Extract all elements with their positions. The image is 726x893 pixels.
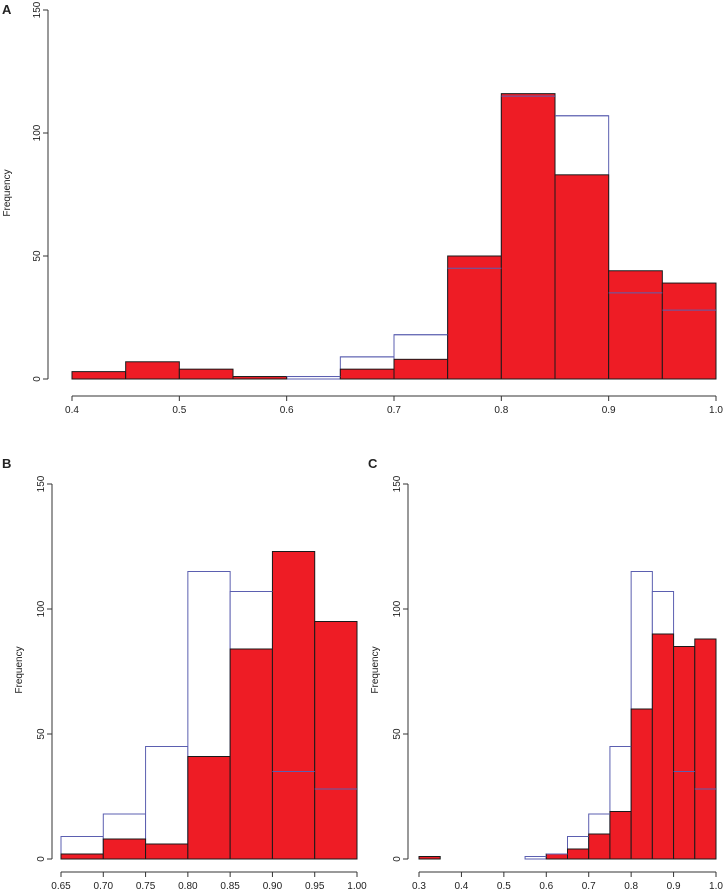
red-bar bbox=[447, 255, 502, 380]
x-tick-label: 0.3 bbox=[412, 881, 426, 892]
y-tick-label: 100 bbox=[36, 600, 47, 617]
y-tick-label: 50 bbox=[392, 728, 403, 740]
red-bar bbox=[229, 648, 273, 860]
y-tick-label: 50 bbox=[36, 728, 47, 740]
x-tick-label: 0.7 bbox=[387, 405, 401, 416]
x-tick-label: 0.5 bbox=[172, 405, 186, 416]
x-tick-label: 0.9 bbox=[602, 405, 616, 416]
red-bar bbox=[673, 646, 696, 860]
x-tick-label: 0.6 bbox=[539, 881, 553, 892]
red-bar bbox=[232, 376, 288, 380]
red-bar bbox=[145, 843, 189, 860]
red-bar bbox=[187, 756, 231, 860]
y-axis-label: Frequency bbox=[370, 646, 381, 693]
panel-b: B Frequency 0 50 100 150 0.65 0.70 0.75 0.80 0.8… bbox=[2, 456, 367, 892]
x-tick-label: 0.75 bbox=[136, 881, 156, 892]
red-bar bbox=[314, 621, 358, 860]
x-tick-label: 0.4 bbox=[65, 405, 79, 416]
red-bar bbox=[545, 853, 568, 860]
y-tick-label: 50 bbox=[32, 250, 43, 262]
x-tick-label: 0.7 bbox=[582, 881, 596, 892]
red-bar bbox=[393, 358, 449, 380]
x-tick-label: 0.85 bbox=[220, 881, 240, 892]
y-tick-label: 0 bbox=[32, 376, 43, 382]
x-tick-label: 0.6 bbox=[280, 405, 294, 416]
y-tick-label: 0 bbox=[392, 856, 403, 862]
y-tick-label: 0 bbox=[36, 856, 47, 862]
y-tick-label: 100 bbox=[392, 600, 403, 617]
x-tick-label: 1.00 bbox=[347, 881, 367, 892]
panel-a: A Frequency 0 50 100 150 0.4 0.5 0.6 0.7 0.8 0.9 1… bbox=[2, 1, 723, 416]
red-bar bbox=[125, 361, 180, 380]
red-bar bbox=[339, 368, 395, 380]
y-tick-label: 100 bbox=[32, 124, 43, 141]
x-tick-label: 0.80 bbox=[178, 881, 198, 892]
red-bar bbox=[630, 708, 653, 860]
panel-label: B bbox=[2, 456, 11, 471]
outline-bar bbox=[145, 746, 189, 860]
x-tick-label: 0.70 bbox=[94, 881, 114, 892]
red-bar bbox=[60, 853, 104, 860]
panel-label: A bbox=[2, 2, 12, 17]
x-tick-label: 0.5 bbox=[497, 881, 511, 892]
y-tick-label: 150 bbox=[392, 475, 403, 492]
red-bar bbox=[609, 811, 632, 860]
red-bar bbox=[694, 638, 717, 860]
red-bar bbox=[554, 174, 610, 380]
red-bar bbox=[178, 368, 234, 380]
red-bar bbox=[500, 93, 556, 380]
y-axis-label: Frequency bbox=[14, 646, 25, 693]
red-bar bbox=[588, 833, 611, 860]
red-bar bbox=[651, 633, 675, 860]
red-bar bbox=[71, 371, 127, 380]
red-bar bbox=[661, 282, 717, 380]
x-tick-label: 0.4 bbox=[454, 881, 468, 892]
red-bar bbox=[418, 856, 441, 860]
y-tick-label: 150 bbox=[36, 475, 47, 492]
x-tick-label: 0.65 bbox=[51, 881, 71, 892]
x-tick-label: 1.0 bbox=[709, 881, 723, 892]
x-tick-label: 0.90 bbox=[263, 881, 283, 892]
red-bar bbox=[271, 551, 316, 860]
y-axis-label: Frequency bbox=[2, 169, 13, 216]
red-bar bbox=[567, 848, 590, 860]
panel-label: C bbox=[368, 456, 378, 471]
y-tick-label: 150 bbox=[32, 1, 43, 18]
x-tick-label: 0.8 bbox=[624, 881, 638, 892]
x-tick-label: 0.9 bbox=[667, 881, 681, 892]
x-tick-label: 1.0 bbox=[709, 405, 723, 416]
red-bar bbox=[608, 270, 663, 380]
x-tick-label: 0.95 bbox=[305, 881, 325, 892]
x-tick-label: 0.8 bbox=[494, 405, 508, 416]
panel-c: C Frequency 0 50 100 150 0.3 0.4 0.5 0.6 0.7 0.8 0… bbox=[368, 456, 723, 892]
red-bar bbox=[102, 838, 147, 860]
